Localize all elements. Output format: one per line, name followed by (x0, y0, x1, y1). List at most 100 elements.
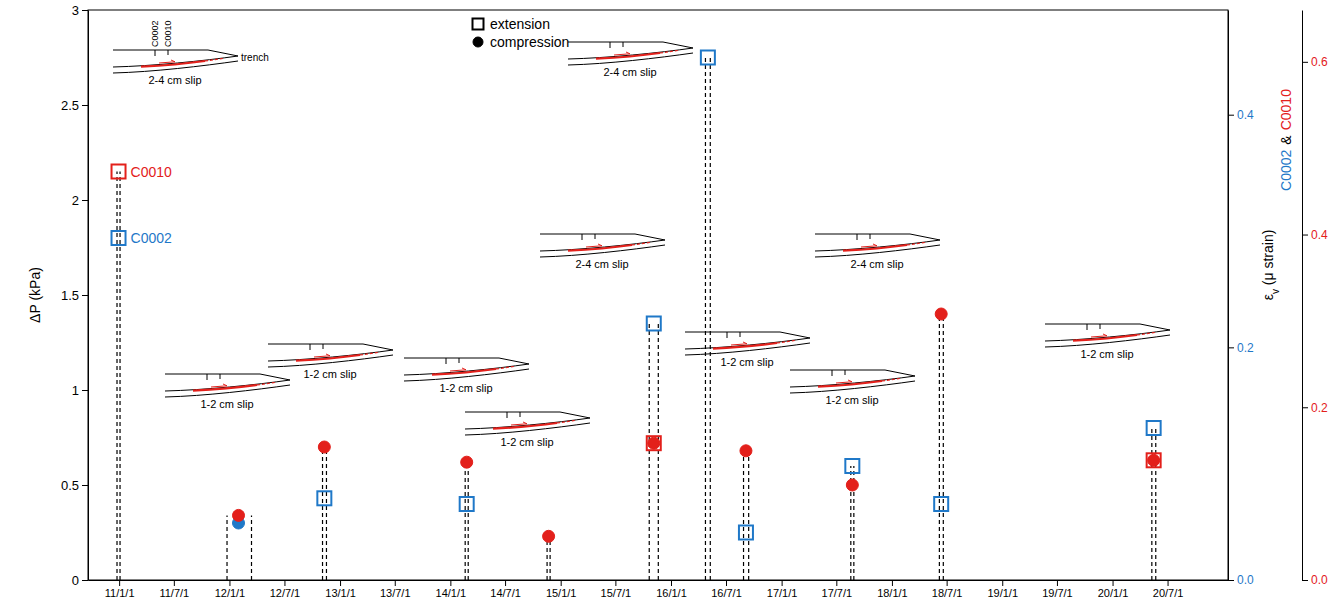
x-tick-mark (561, 580, 562, 586)
schematic-slip (818, 381, 882, 387)
y3-tick: 0.6 (1302, 55, 1328, 69)
slip-label: 2-4 cm slip (575, 258, 628, 270)
event-duration-line (939, 314, 940, 580)
event-duration-line (748, 451, 749, 580)
y2-tick-mark (1228, 580, 1234, 581)
schematic-plate-bottom (790, 381, 915, 393)
schematic (113, 50, 238, 73)
y3-tick-mark (1302, 407, 1308, 408)
y2-axis-title: εv (μ strain) (1260, 230, 1281, 301)
schematic-slip-tail (907, 243, 925, 246)
x-tick-label: 15/7/1 (601, 587, 632, 599)
x-tick-label: 11/7/1 (159, 587, 189, 599)
data-point (543, 530, 555, 542)
data-point (740, 445, 752, 457)
schematic-plate-top (465, 418, 590, 429)
y2-axis-title-part: (μ strain) (1260, 230, 1276, 289)
x-tick: 16/1/1 (656, 580, 687, 599)
y-tick-mark (82, 295, 88, 296)
legend-label: compression (490, 34, 569, 50)
schematic-plate-bottom (268, 355, 393, 367)
schematic-surface (540, 234, 665, 240)
x-tick-label: 16/1/1 (656, 587, 687, 599)
schematic-surface (113, 50, 238, 56)
y-tick: 1.5 (61, 288, 88, 303)
y2-axis-subtitle-part: C0002 (1278, 149, 1294, 190)
x-tick-mark (1113, 580, 1114, 586)
x-tick-mark (395, 580, 396, 586)
schematic-plate-top (790, 376, 915, 387)
schematic-slip-tail (1137, 333, 1155, 336)
y-tick: 3 (72, 3, 88, 18)
x-axis: 11/1/111/7/112/1/112/7/113/1/113/7/114/1… (89, 580, 1229, 599)
x-tick-label: 19/1/1 (987, 587, 1018, 599)
schematic-plate-top (165, 380, 290, 391)
x-tick-mark (119, 580, 120, 586)
event-duration-line (251, 515, 252, 580)
schematic-slip-arrow (450, 368, 466, 371)
schematic-surface (815, 234, 940, 240)
schematic-plate-bottom (815, 245, 940, 257)
legend-label: extension (490, 16, 550, 32)
slip-label: 2-4 cm slip (850, 258, 903, 270)
event-duration-line (743, 451, 744, 580)
y3-tick-label: 0.2 (1311, 401, 1328, 415)
x-tick-mark (836, 580, 837, 586)
x-tick-label: 14/1/1 (436, 587, 467, 599)
data-point (112, 231, 126, 245)
schematic-plate-top (568, 48, 693, 59)
series-c0002 (112, 51, 1161, 540)
schematic-slip (432, 369, 496, 375)
schematic-slip (568, 245, 632, 251)
x-tick-label: 15/1/1 (546, 587, 577, 599)
schematic-borehole (1087, 324, 1100, 330)
slip-label: 1-2 cm slip (1080, 348, 1133, 360)
schematic-slip-tail (205, 59, 223, 62)
y-tick: 1 (72, 383, 88, 398)
schematic (268, 344, 393, 367)
x-tick-label: 11/1/1 (105, 587, 135, 599)
y2-axis-subtitle-part: & (1278, 135, 1294, 145)
slip-label: 2-4 cm slip (603, 66, 656, 78)
site-label: C0002 (150, 20, 160, 47)
data-point (1148, 454, 1160, 466)
x-tick: 20/7/1 (1153, 580, 1184, 599)
y-axis-title: ΔP (kPa) (27, 267, 43, 323)
event-duration-line (226, 515, 227, 580)
x-tick-mark (1057, 580, 1058, 586)
data-point (648, 437, 660, 449)
data-point (1147, 421, 1161, 435)
schematic-borehole (207, 374, 220, 380)
schematic-slip-tail (882, 379, 900, 382)
y-tick-mark (82, 10, 88, 11)
data-point (739, 526, 753, 540)
schematic-plate-bottom (404, 369, 529, 381)
schematic-slip-tail (777, 341, 795, 344)
schematic-plate-bottom (465, 423, 590, 435)
slip-label: 2-4 cm slip (148, 74, 201, 86)
schematic-slip (596, 53, 660, 59)
schematic-plate-bottom (1045, 335, 1170, 347)
data-point (233, 509, 245, 521)
y3-axis-line (1302, 11, 1303, 581)
schematic-slip (493, 423, 557, 429)
event-duration-line (468, 462, 469, 580)
schematic-plate-top (540, 240, 665, 251)
schematic-plate-bottom (568, 53, 693, 65)
schematic (165, 374, 290, 397)
data-point (935, 308, 947, 320)
schematic-borehole (610, 42, 623, 48)
schematic-slip-arrow (614, 52, 630, 55)
event-duration-line (546, 536, 547, 580)
data-point (845, 459, 859, 473)
data-point (701, 51, 715, 65)
legend-symbol (473, 37, 483, 47)
schematic-plate-bottom (165, 385, 290, 397)
series-c0010 (112, 165, 1161, 543)
x-tick: 19/1/1 (987, 580, 1018, 599)
x-tick-label: 20/1/1 (1098, 587, 1129, 599)
x-tick: 11/7/1 (159, 580, 189, 599)
schematic-slip-arrow (511, 422, 527, 425)
schematic-slip-tail (360, 353, 378, 356)
schematic-surface (268, 344, 393, 350)
